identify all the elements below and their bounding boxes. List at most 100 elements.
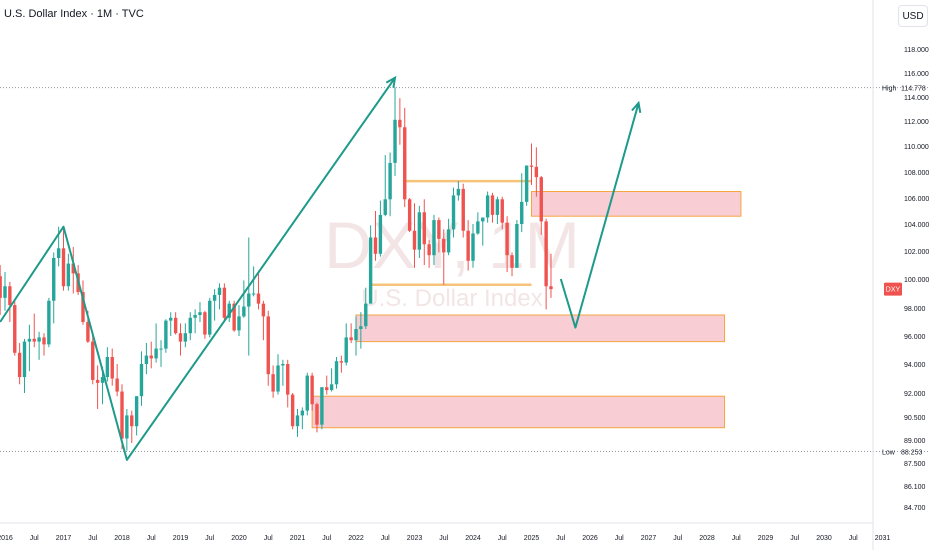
candle xyxy=(422,199,426,265)
arrowhead xyxy=(631,100,642,114)
price-axis[interactable]: 84.700 86.100 87.500 89.000 90.500 92.000 94.0… xyxy=(904,47,929,512)
candle xyxy=(173,312,178,335)
candle-body xyxy=(139,364,144,397)
candle xyxy=(300,407,305,430)
candle-body xyxy=(71,263,75,274)
candle-body xyxy=(471,233,475,261)
time-tick-label: Jul xyxy=(147,535,156,542)
candle-body xyxy=(290,394,295,427)
candle xyxy=(461,183,465,238)
time-tick-label: Jul xyxy=(205,535,214,542)
candle-body xyxy=(534,166,539,178)
candle-body xyxy=(315,404,319,425)
currency-button[interactable]: USD xyxy=(898,5,928,27)
candle xyxy=(364,287,368,329)
candle-body xyxy=(344,337,348,363)
time-tick-label: Jul xyxy=(732,535,741,542)
candle xyxy=(164,319,168,353)
candle-body xyxy=(412,230,417,250)
candle xyxy=(32,313,36,348)
candle xyxy=(456,181,461,201)
price-tick-label: 116.000 xyxy=(904,71,929,78)
candle xyxy=(115,364,119,397)
price-tick-label: 92.000 xyxy=(904,391,926,398)
candle-body xyxy=(388,162,392,200)
candle-body xyxy=(61,248,66,287)
candle xyxy=(61,226,66,291)
candle xyxy=(290,393,295,430)
candle xyxy=(407,198,412,233)
candle xyxy=(81,280,85,325)
candle-body xyxy=(359,326,363,329)
candle-body xyxy=(173,317,178,334)
candle-body xyxy=(149,355,153,359)
supply-demand-zone[interactable] xyxy=(311,395,726,429)
candle-body xyxy=(266,316,270,375)
candle-body xyxy=(529,165,534,167)
candle xyxy=(193,309,197,334)
candle-body xyxy=(368,237,373,304)
price-tick-label: 118.000 xyxy=(904,47,929,54)
trend-path[interactable] xyxy=(0,77,396,461)
candle-body xyxy=(295,415,300,427)
candle-body xyxy=(276,365,280,392)
candle xyxy=(500,196,504,230)
time-axis[interactable]: 2016 Jul 2017 Jul 2018 Jul 2019 Jul 2020 Jul 2021 J… xyxy=(0,535,890,542)
price-tick-label: 84.700 xyxy=(904,505,926,512)
candle xyxy=(388,152,392,217)
candle-body xyxy=(91,341,95,380)
candle-body xyxy=(125,415,129,439)
price-tick-label: 100.000 xyxy=(904,277,929,284)
supply-demand-zone[interactable] xyxy=(355,314,726,343)
candle-body xyxy=(286,364,290,395)
time-tick-label: 2029 xyxy=(758,535,774,542)
marker-label-low: Low xyxy=(882,449,896,456)
candle xyxy=(42,333,46,356)
candle-body xyxy=(232,303,236,331)
time-tick-label: Jul xyxy=(849,535,858,542)
marker-value-high: 114.778 xyxy=(901,86,926,93)
time-tick-label: Jul xyxy=(790,535,799,542)
candle xyxy=(217,283,222,310)
candle-body xyxy=(485,195,490,218)
candle-body xyxy=(212,294,217,301)
candle xyxy=(71,246,75,294)
candle-body xyxy=(120,391,124,439)
candle xyxy=(305,372,309,416)
candle-body xyxy=(217,287,222,295)
candle-body xyxy=(22,341,27,378)
candle-body xyxy=(320,387,324,425)
candle-body xyxy=(42,337,46,345)
marker-value-low: 88.253 xyxy=(901,449,923,456)
candle xyxy=(451,187,456,238)
candle xyxy=(247,237,251,356)
candle-body xyxy=(510,255,514,268)
trend-path[interactable] xyxy=(559,102,640,329)
candle-body xyxy=(461,188,465,231)
candle-body xyxy=(37,337,41,342)
arrowhead xyxy=(385,75,397,88)
candle xyxy=(188,312,192,341)
time-tick-label: Jul xyxy=(439,535,448,542)
candle-body xyxy=(383,199,387,215)
candle xyxy=(432,214,436,265)
price-tick-label: 96.000 xyxy=(904,334,926,341)
candle-body xyxy=(27,338,32,342)
price-tick-label: 114.000 xyxy=(904,95,929,102)
watermark-name: U.S. Dollar Index xyxy=(361,285,542,312)
candle-body xyxy=(446,229,451,253)
trend-drawings xyxy=(0,75,642,461)
candle-body xyxy=(47,300,51,345)
candle xyxy=(310,372,314,411)
candle-body xyxy=(130,415,134,427)
time-tick-label: 2021 xyxy=(290,535,306,542)
candle-body xyxy=(329,384,334,391)
candle xyxy=(344,323,348,366)
supply-demand-zone[interactable] xyxy=(531,191,742,217)
candle-body xyxy=(198,312,202,315)
candle-body xyxy=(100,377,105,383)
high-low-labels: High 114.778 Low 88.253 xyxy=(882,86,926,457)
time-tick-label: 2024 xyxy=(465,535,481,542)
